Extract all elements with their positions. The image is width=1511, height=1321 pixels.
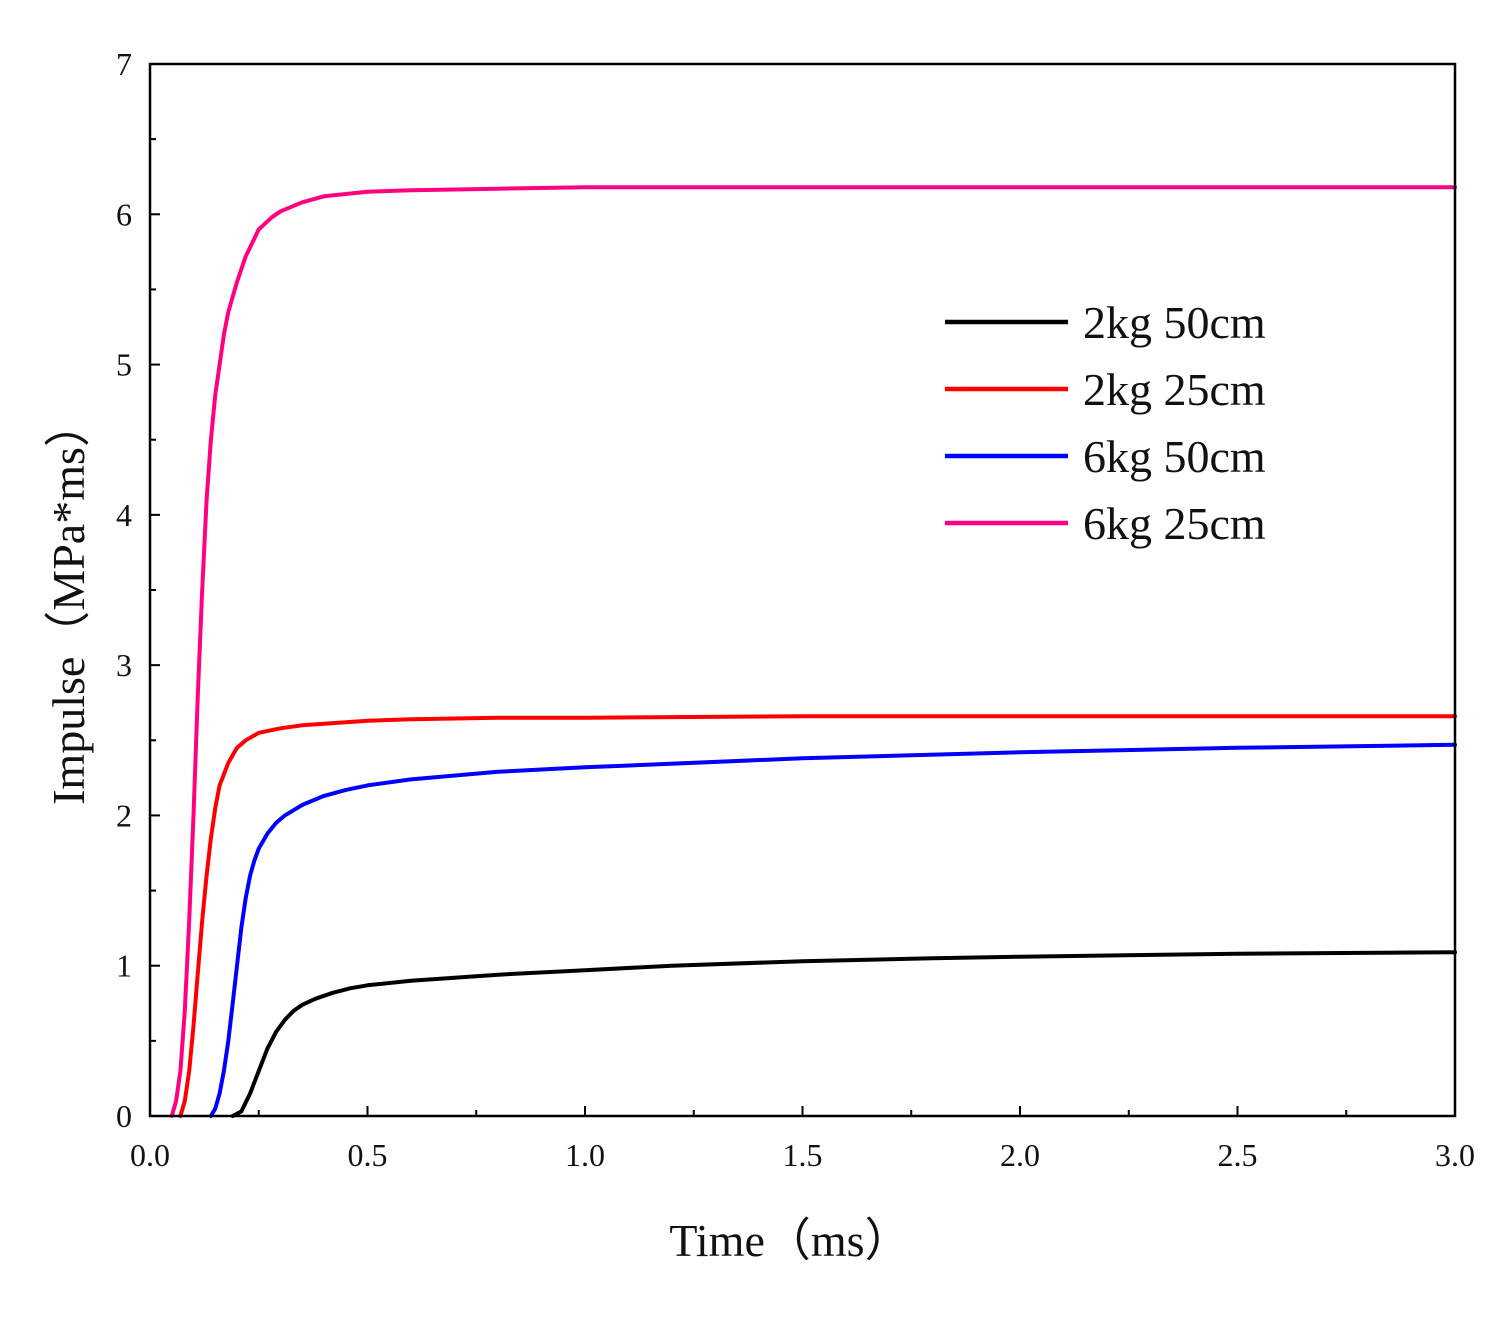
series-line-1: [178, 714, 1457, 1118]
y-axis-title: Impulse（MPa*ms）: [43, 401, 94, 805]
y-tick-label: 2: [116, 797, 132, 833]
legend-label-0: 2kg 50cm: [1083, 297, 1266, 348]
x-axis: 0.0 0.5 1.0 1.5 2.0 2.5 3.0: [130, 1106, 1475, 1173]
series-line-0: [230, 950, 1457, 1118]
y-tick-label: 3: [116, 647, 132, 683]
y-tick-label: 5: [116, 347, 132, 383]
legend: 2kg 50cm 2kg 25cm 6kg 50cm 6kg 25cm: [945, 297, 1266, 549]
x-tick-label: 2.5: [1218, 1137, 1258, 1173]
x-tick-label: 0.0: [130, 1137, 170, 1173]
y-axis: 0 1 2 3 4 5 6 7: [116, 46, 160, 1134]
series-line-3: [169, 185, 1457, 1118]
y-tick-label: 7: [116, 46, 132, 82]
x-tick-label: 0.5: [348, 1137, 388, 1173]
x-tick-label: 2.0: [1000, 1137, 1040, 1173]
legend-label-2: 6kg 50cm: [1083, 431, 1266, 482]
legend-label-3: 6kg 25cm: [1083, 498, 1266, 549]
plot-frame: [148, 62, 1457, 1118]
y-tick-label: 1: [116, 948, 132, 984]
x-tick-label: 1.5: [783, 1137, 823, 1173]
y-tick-label: 4: [116, 497, 132, 533]
x-tick-label: 3.0: [1435, 1137, 1475, 1173]
series-line-2: [208, 742, 1457, 1118]
x-axis-title: Time（ms）: [669, 1215, 910, 1266]
y-tick-label: 6: [116, 196, 132, 232]
x-tick-label: 1.0: [565, 1137, 605, 1173]
y-tick-label: 0: [116, 1098, 132, 1134]
legend-label-1: 2kg 25cm: [1083, 364, 1266, 415]
plot-area: [148, 62, 1457, 1118]
